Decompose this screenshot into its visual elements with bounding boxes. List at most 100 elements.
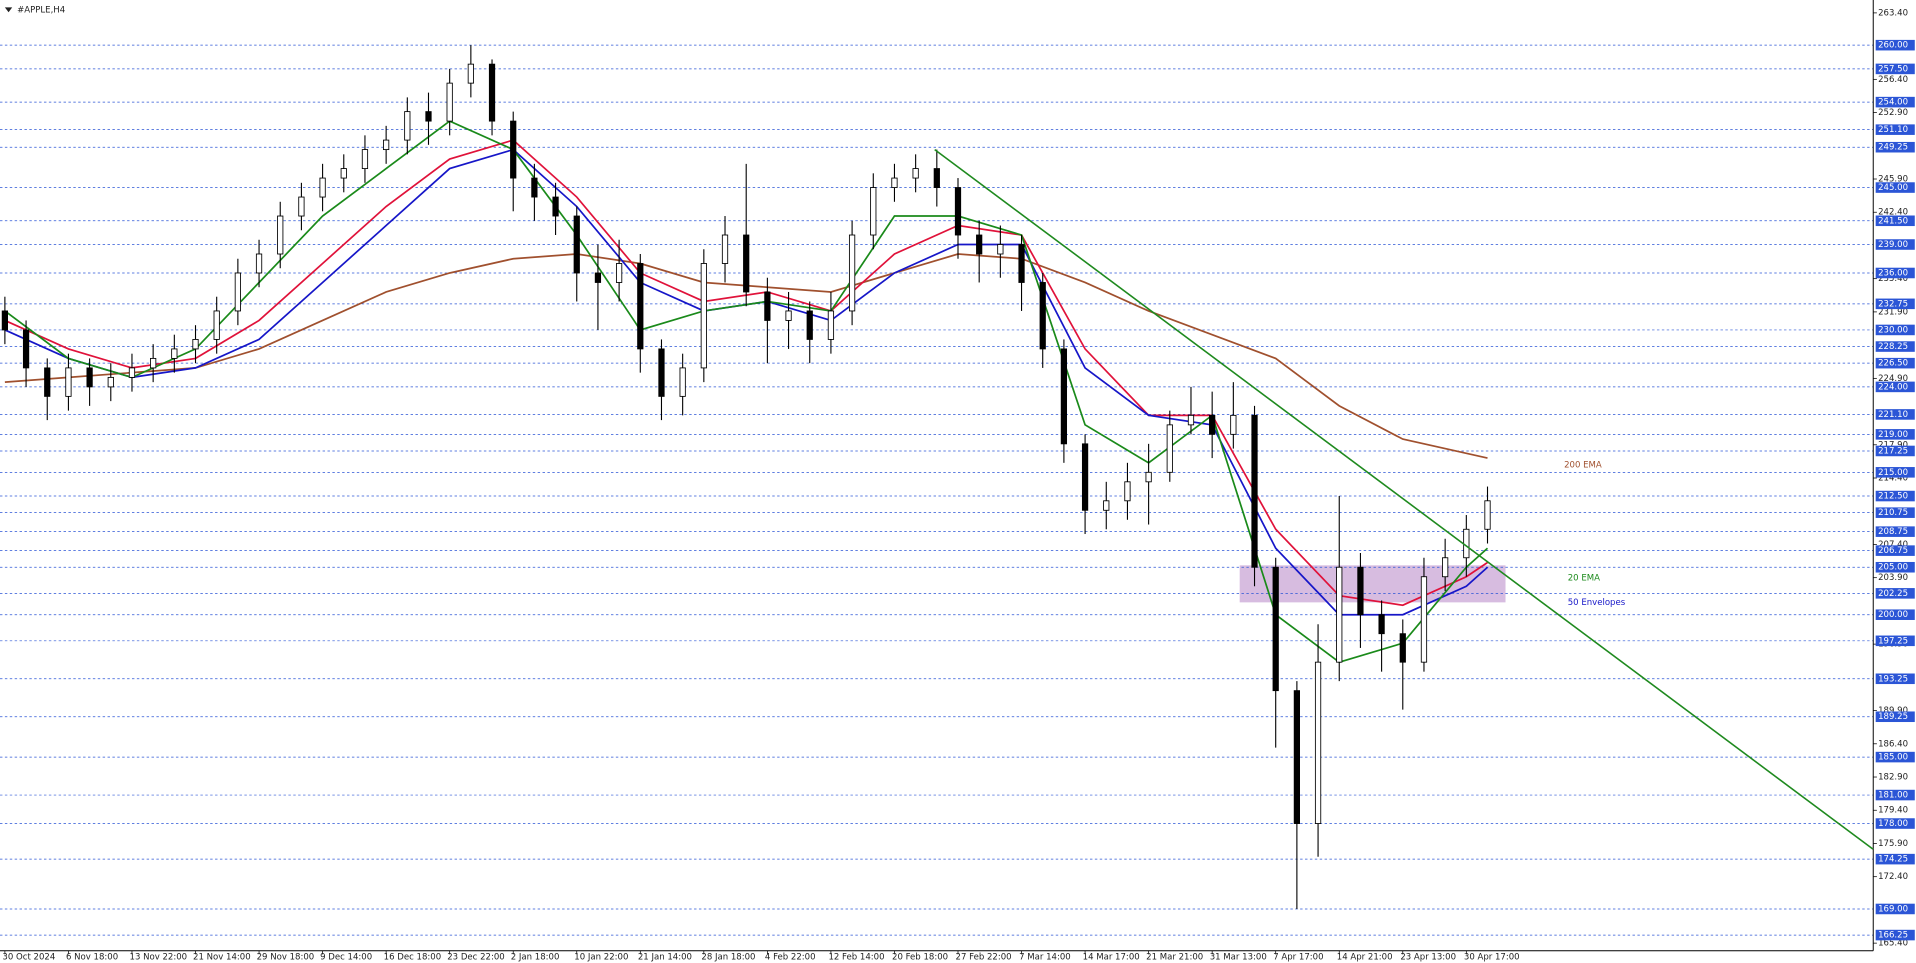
y-tick-label: 175.90: [1878, 839, 1908, 849]
candle-body: [340, 168, 347, 179]
candle-body: [594, 272, 602, 283]
candle-body: [658, 348, 665, 397]
zone: [1239, 565, 1506, 603]
level-label: 254.00: [1878, 98, 1908, 108]
candle-body: [86, 367, 93, 388]
candle-body: [1081, 443, 1089, 511]
level-label-box: [1875, 751, 1915, 763]
level-label-box: [1875, 588, 1915, 599]
candle-body: [764, 291, 771, 321]
x-tick-label: 28 Jan 18:00: [701, 952, 755, 962]
level-label-box: [1875, 381, 1915, 393]
x-tick-label: 10 Jan 22:00: [574, 952, 628, 962]
level-label: 251.10: [1878, 125, 1908, 135]
level-label-box: [1875, 561, 1915, 573]
y-tick-label: 203.90: [1878, 573, 1908, 583]
candle-body: [700, 263, 707, 369]
x-tick-label: 12 Feb 14:00: [828, 952, 884, 962]
x-tick-label: 29 Nov 18:00: [257, 952, 315, 962]
candle-body: [1442, 557, 1449, 578]
y-tick-label: 207.40: [1878, 540, 1908, 550]
level-label-box: [1875, 929, 1915, 941]
level-label-box: [1875, 298, 1915, 310]
candle-body: [1145, 471, 1152, 483]
x-tick-label: 23 Dec 22:00: [447, 952, 504, 962]
candle-body: [531, 177, 538, 198]
level-label-box: [1875, 409, 1915, 420]
y-tick-label: 231.90: [1878, 307, 1908, 317]
chart-title: #APPLE,H4: [17, 5, 65, 15]
candle-body: [573, 215, 580, 274]
candle-body: [1060, 348, 1068, 445]
y-tick-label: 263.40: [1878, 8, 1908, 18]
menu-arrow[interactable]: [4, 7, 13, 13]
level-label: 205.00: [1878, 563, 1908, 573]
level-label: 200.00: [1878, 610, 1908, 620]
level-label-box: [1875, 429, 1915, 440]
y-tick-label: 217.90: [1878, 440, 1908, 450]
candle-body: [510, 120, 517, 179]
candle-body: [891, 177, 898, 188]
level-label-box: [1875, 526, 1915, 537]
x-tick-label: 2 Jan 18:00: [511, 952, 560, 962]
level-label: 249.25: [1878, 143, 1908, 153]
level-label-box: [1875, 545, 1915, 556]
candle-body: [552, 196, 559, 217]
level-label-box: [1875, 239, 1915, 250]
candle-body: [1, 310, 9, 331]
candle-body: [1399, 633, 1406, 663]
candle-body: [1124, 481, 1131, 502]
level-label: 185.00: [1878, 753, 1908, 763]
candle-body: [912, 168, 919, 179]
candle-body: [1336, 566, 1343, 663]
y-tick-label: 179.40: [1878, 806, 1908, 816]
level-label: 260.00: [1878, 41, 1908, 51]
candle-body: [234, 272, 241, 312]
candle-body: [1272, 566, 1279, 692]
level-label: 228.25: [1878, 342, 1908, 352]
x-tick-label: 23 Apr 13:00: [1400, 952, 1456, 962]
level-label: 197.25: [1878, 636, 1908, 646]
candle-body: [488, 63, 496, 122]
level-label: 236.00: [1878, 268, 1908, 278]
level-label: 245.00: [1878, 183, 1908, 193]
candle-body: [615, 263, 623, 283]
candle-body: [277, 215, 284, 255]
indicator-label: 200 EMA: [1564, 460, 1602, 470]
candle-body: [319, 177, 326, 198]
candle-body: [383, 139, 390, 151]
level-label: 181.00: [1878, 791, 1908, 801]
x-tick-label: 6 Nov 18:00: [66, 952, 118, 962]
candle-body: [637, 263, 644, 350]
candle-body: [806, 310, 813, 340]
level-label-box: [1875, 267, 1915, 279]
level-label-box: [1875, 124, 1915, 135]
y-tick-label: 224.90: [1878, 374, 1908, 384]
candle-body: [933, 168, 940, 188]
level-label: 208.75: [1878, 527, 1908, 537]
x-tick-label: 4 Feb 22:00: [765, 952, 816, 962]
candle-body: [1293, 690, 1301, 824]
y-tick-label: 242.40: [1878, 208, 1908, 218]
y-tick-label: 245.90: [1878, 175, 1908, 185]
candle-body: [1251, 414, 1258, 568]
level-label: 202.25: [1878, 589, 1908, 599]
candle-body: [1209, 414, 1216, 435]
level-label: 224.00: [1878, 382, 1908, 392]
level-label-box: [1875, 490, 1915, 502]
level-label-box: [1875, 635, 1915, 647]
indicator-label: 20 EMA: [1568, 573, 1600, 583]
level-label: 219.00: [1878, 430, 1908, 440]
level-label: 210.75: [1878, 508, 1908, 518]
candle-body: [1187, 414, 1195, 426]
candle-body: [827, 310, 835, 340]
candle-body: [1463, 528, 1470, 559]
level-label: 217.25: [1878, 446, 1908, 456]
level-label: 174.25: [1878, 855, 1908, 865]
candle-body: [976, 234, 983, 255]
candle-body: [425, 111, 432, 122]
level-label: 166.25: [1878, 931, 1908, 941]
